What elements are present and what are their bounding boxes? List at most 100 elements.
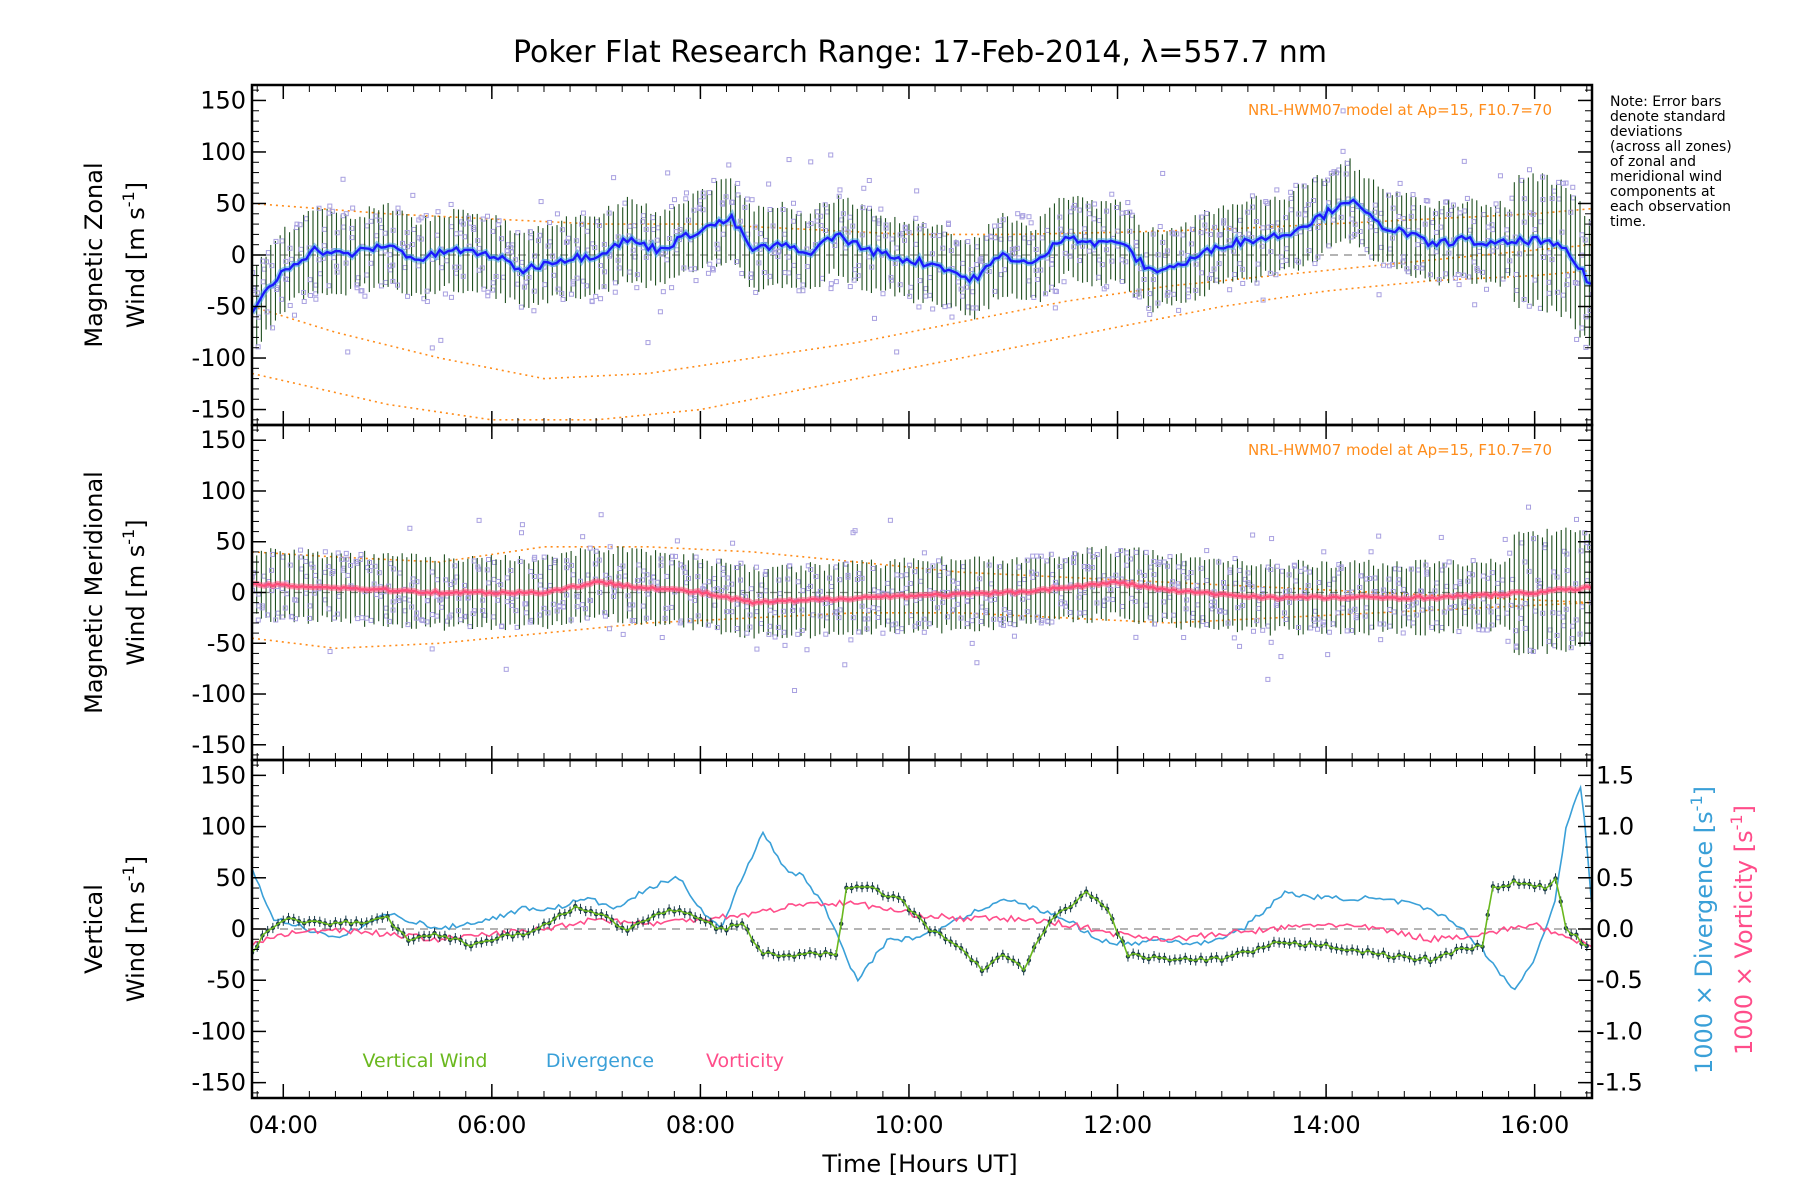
zone-point [657, 309, 663, 315]
zone-point [1521, 296, 1527, 302]
x-tick-label: 04:00 [249, 1111, 318, 1139]
zone-point [1305, 583, 1311, 589]
zone-point [1565, 273, 1571, 279]
zone-point [843, 561, 849, 567]
zone-point [738, 577, 744, 583]
zone-point [860, 205, 866, 211]
zone-point [409, 242, 415, 248]
zone-point [1043, 291, 1049, 297]
zone-point [1348, 628, 1354, 634]
zone-point [1217, 608, 1223, 614]
zone-point [766, 631, 772, 637]
zone-point [538, 199, 544, 205]
zone-point [1150, 277, 1156, 283]
zone-point [640, 603, 646, 609]
zone-point [390, 607, 396, 613]
zone-point [1530, 648, 1536, 654]
zone-point [1235, 605, 1241, 611]
zone-point [1277, 228, 1283, 234]
right-tick-label: -1.0 [1596, 1017, 1643, 1045]
zone-point [894, 349, 900, 355]
zone-point [1094, 600, 1100, 606]
zone-point [1522, 601, 1528, 607]
zone-point [934, 605, 940, 611]
zone-point [907, 562, 913, 568]
zone-point [335, 550, 341, 556]
zone-point [654, 579, 660, 585]
zone-point [1174, 231, 1180, 237]
zone-point [476, 566, 482, 572]
zone-point [1222, 609, 1228, 615]
zone-point [1260, 627, 1266, 633]
zone-point [1103, 247, 1109, 253]
zone-point [800, 288, 806, 294]
zone-point [1232, 272, 1238, 278]
zone-point [907, 580, 913, 586]
zone-point [1428, 606, 1434, 612]
zone-point [560, 296, 566, 302]
zone-point [800, 588, 806, 594]
zone-point [780, 608, 786, 614]
zone-point [1442, 562, 1448, 568]
zone-point [339, 556, 345, 562]
zone-point [1578, 548, 1584, 554]
zone-point [955, 580, 961, 586]
zone-point [1314, 626, 1320, 632]
y-tick-label: -50 [207, 293, 246, 321]
y-tick-label: 150 [200, 86, 246, 114]
zone-point [1366, 576, 1372, 582]
zone-point [1527, 647, 1533, 653]
zone-point [1302, 566, 1308, 572]
zone-point [1521, 196, 1527, 202]
zone-point [973, 305, 979, 311]
zone-point [461, 614, 467, 620]
zone-point [1502, 536, 1508, 542]
zone-point [1489, 248, 1495, 254]
zone-point [1067, 609, 1073, 615]
zone-point [1324, 177, 1330, 183]
zone-point [541, 554, 547, 560]
zone-point [1480, 269, 1486, 275]
panel-vertical-plot-area [252, 784, 1592, 991]
zone-point [818, 223, 824, 229]
note-line: deviations [1610, 124, 1682, 140]
zone-point [462, 234, 468, 240]
zone-point [1554, 632, 1560, 638]
zone-point [1504, 227, 1510, 233]
zone-point [1386, 192, 1392, 198]
zone-point [907, 293, 913, 299]
zone-point [795, 579, 801, 585]
zone-point [645, 591, 651, 597]
zone-point [1019, 214, 1025, 220]
zone-point [1395, 191, 1401, 197]
zone-point [301, 298, 307, 304]
zone-point [1573, 516, 1579, 522]
zone-point [735, 192, 741, 198]
zone-point [1268, 223, 1274, 229]
zone-point [711, 587, 717, 593]
zone-point [1237, 643, 1243, 649]
zone-point [738, 560, 744, 566]
zone-point [480, 216, 486, 222]
zone-point [1283, 616, 1289, 622]
zone-point [1570, 184, 1576, 190]
zone-point [643, 226, 649, 232]
zone-point [906, 230, 912, 236]
zone-point [695, 574, 701, 580]
y-tick-label: -100 [192, 1017, 246, 1045]
zone-point [255, 344, 261, 350]
zone-point [974, 262, 980, 268]
zone-point [991, 616, 997, 622]
model-line-0 [252, 546, 1592, 604]
zone-point [1432, 211, 1438, 217]
zone-point [707, 261, 713, 267]
zone-point [410, 192, 416, 198]
zone-point [836, 193, 842, 199]
note-line: meridional wind [1610, 169, 1722, 185]
zone-point [344, 556, 350, 562]
zone-point [1573, 617, 1579, 623]
zone-point [1085, 203, 1091, 209]
y-axis-label-unit: [m s [122, 881, 150, 934]
zone-point [1433, 229, 1439, 235]
zone-point [705, 270, 711, 276]
